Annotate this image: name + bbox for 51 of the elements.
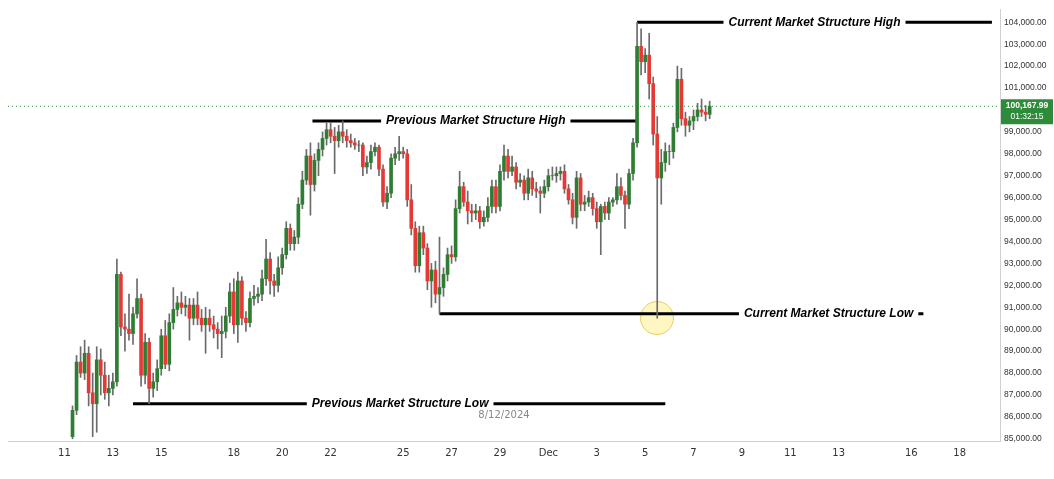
x-tick-label: 5 xyxy=(641,446,649,458)
annotation: 8/12/2024 xyxy=(478,408,530,420)
y-tick-label: 92,000.00 xyxy=(1004,279,1043,290)
x-tick-label: 29 xyxy=(493,446,507,458)
x-tick-label: 3 xyxy=(593,446,600,458)
ref-line-label: 100,167.99 xyxy=(1005,99,1049,110)
candlestick xyxy=(106,374,111,407)
x-tick-label: 25 xyxy=(396,446,410,458)
y-tick-label: 95,000.00 xyxy=(1004,213,1043,224)
y-tick-label: 97,000.00 xyxy=(1004,170,1043,181)
y-tick-label: 104,000.00 xyxy=(1004,16,1047,27)
x-tick-label: 20 xyxy=(275,446,289,458)
x-tick-label: 11 xyxy=(783,446,797,458)
candlestick xyxy=(518,173,522,188)
candlestick xyxy=(538,186,543,214)
candlestick xyxy=(348,133,353,148)
annotation: Previous Market Structure High xyxy=(386,113,566,128)
x-tick-label: 9 xyxy=(738,446,746,458)
text: 01:32:15 xyxy=(1010,110,1044,121)
x-tick-label: Dec xyxy=(538,446,559,458)
y-tick-label: 94,000.00 xyxy=(1004,235,1043,246)
x-tick-label: 13 xyxy=(106,446,120,458)
candlestick xyxy=(397,135,401,161)
y-tick-label: 86,000.00 xyxy=(1004,411,1043,422)
y-tick-label: 102,000.00 xyxy=(1004,60,1047,71)
x-tick-label: 13 xyxy=(832,446,846,458)
y-tick-label: 88,000.00 xyxy=(1004,367,1043,378)
x-tick-label: 7 xyxy=(690,446,697,458)
y-tick-label: 87,000.00 xyxy=(1004,389,1043,400)
candlestick xyxy=(473,203,478,220)
annotation: Current Market Structure Low xyxy=(743,306,914,321)
y-tick-label: 91,000.00 xyxy=(1004,301,1043,312)
annotation: Previous Market Structure Low xyxy=(311,396,490,411)
annotation: Current Market Structure High xyxy=(728,14,901,29)
y-tick-label: 101,000.00 xyxy=(1004,82,1047,93)
x-tick-label: 22 xyxy=(324,446,337,458)
x-tick-label: 16 xyxy=(904,446,918,458)
y-tick-label: 103,000.00 xyxy=(1004,38,1047,49)
x-tick-label: 18 xyxy=(227,446,241,458)
y-tick-label: 89,000.00 xyxy=(1004,345,1043,356)
x-tick-label: 27 xyxy=(445,446,458,458)
x-tick-label: 11 xyxy=(58,446,71,458)
y-tick-label: 98,000.00 xyxy=(1004,148,1043,159)
y-tick-label: 85,000.00 xyxy=(1004,433,1043,444)
y-tick-label: 96,000.00 xyxy=(1004,191,1043,202)
x-tick-label: 15 xyxy=(154,446,168,458)
x-tick-label: 18 xyxy=(953,446,967,458)
y-tick-label: 90,000.00 xyxy=(1004,323,1043,334)
y-tick-label: 93,000.00 xyxy=(1004,257,1043,268)
candlestick xyxy=(340,120,345,144)
y-tick-label: 99,000.00 xyxy=(1004,126,1043,137)
